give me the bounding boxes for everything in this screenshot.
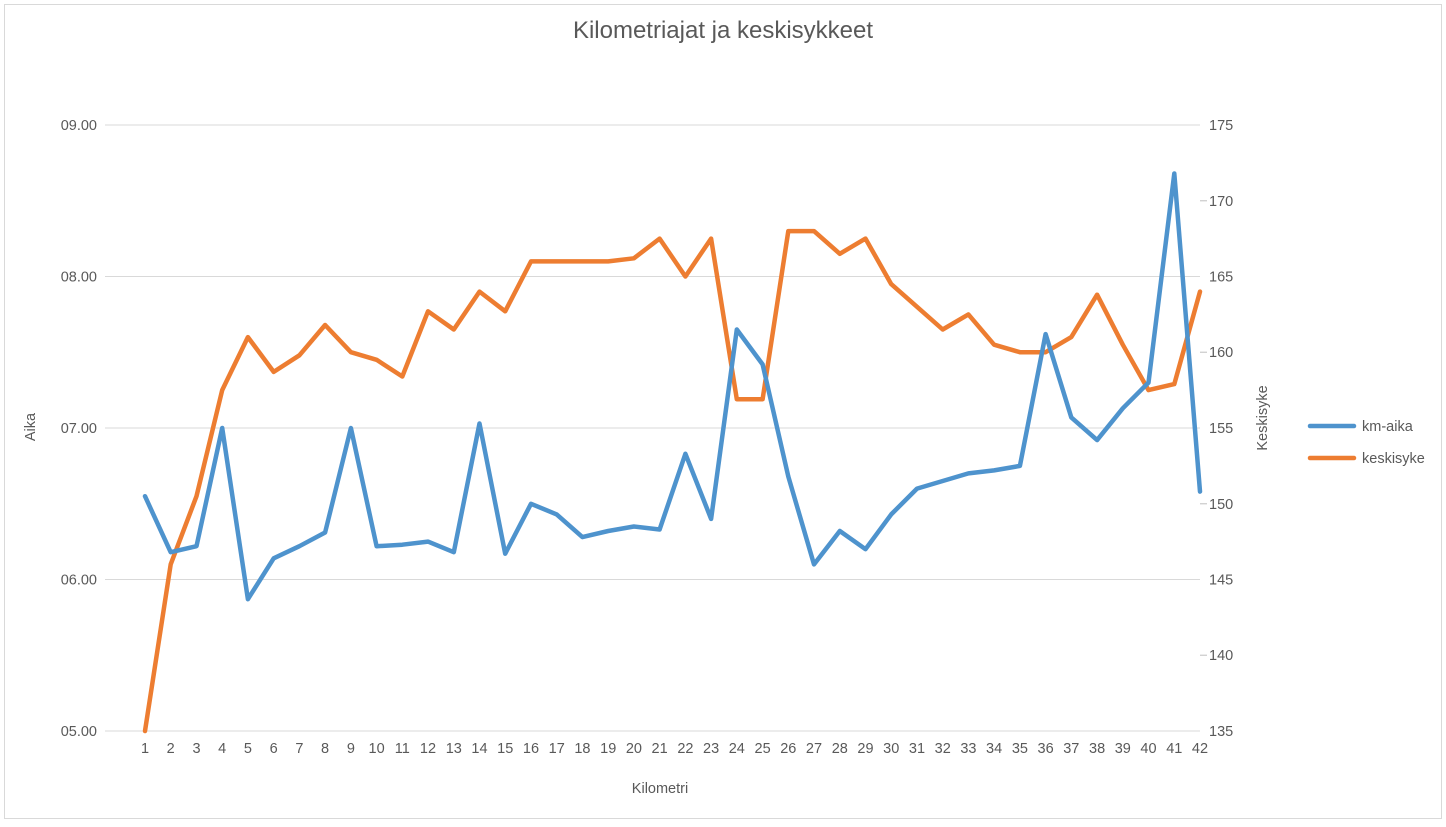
svg-text:6: 6 [270,741,278,757]
svg-text:160: 160 [1209,345,1233,361]
svg-text:27: 27 [806,741,822,757]
svg-text:28: 28 [832,741,848,757]
svg-text:Keskisyke: Keskisyke [1255,385,1271,450]
svg-text:Aika: Aika [23,412,39,441]
svg-text:9: 9 [347,741,355,757]
svg-text:29: 29 [857,741,873,757]
svg-text:25: 25 [755,741,771,757]
svg-text:19: 19 [600,741,616,757]
svg-text:07.00: 07.00 [61,421,97,437]
svg-text:keskisyke: keskisyke [1362,451,1425,467]
svg-text:08.00: 08.00 [61,270,97,286]
svg-text:35: 35 [1012,741,1028,757]
svg-text:140: 140 [1209,648,1233,664]
svg-text:170: 170 [1209,194,1233,210]
svg-text:165: 165 [1209,270,1233,286]
svg-text:14: 14 [471,741,487,757]
svg-text:15: 15 [497,741,513,757]
svg-text:37: 37 [1063,741,1079,757]
svg-text:1: 1 [141,741,149,757]
svg-text:17: 17 [549,741,565,757]
svg-text:18: 18 [574,741,590,757]
svg-text:40: 40 [1140,741,1156,757]
svg-text:2: 2 [167,741,175,757]
svg-text:32: 32 [935,741,951,757]
svg-text:175: 175 [1209,118,1233,134]
svg-text:42: 42 [1192,741,1208,757]
svg-text:34: 34 [986,741,1002,757]
svg-text:145: 145 [1209,573,1233,589]
svg-text:26: 26 [780,741,796,757]
svg-text:12: 12 [420,741,436,757]
svg-text:06.00: 06.00 [61,573,97,589]
svg-text:24: 24 [729,741,745,757]
svg-text:21: 21 [652,741,668,757]
svg-text:31: 31 [909,741,925,757]
svg-text:16: 16 [523,741,539,757]
svg-text:10: 10 [369,741,385,757]
svg-text:11: 11 [395,741,410,757]
svg-text:4: 4 [218,741,226,757]
svg-text:5: 5 [244,741,252,757]
svg-text:km-aika: km-aika [1362,419,1414,435]
svg-text:150: 150 [1209,497,1233,513]
svg-text:Kilometri: Kilometri [632,781,688,797]
svg-text:38: 38 [1089,741,1105,757]
svg-text:33: 33 [960,741,976,757]
svg-text:41: 41 [1166,741,1182,757]
svg-text:7: 7 [295,741,303,757]
svg-text:135: 135 [1209,724,1233,740]
svg-text:23: 23 [703,741,719,757]
svg-text:09.00: 09.00 [61,118,97,134]
svg-text:3: 3 [192,741,200,757]
svg-text:22: 22 [677,741,693,757]
svg-text:13: 13 [446,741,462,757]
svg-text:05.00: 05.00 [61,724,97,740]
svg-text:39: 39 [1115,741,1131,757]
svg-text:20: 20 [626,741,642,757]
svg-text:155: 155 [1209,421,1233,437]
svg-text:30: 30 [883,741,899,757]
svg-text:8: 8 [321,741,329,757]
svg-text:36: 36 [1038,741,1054,757]
